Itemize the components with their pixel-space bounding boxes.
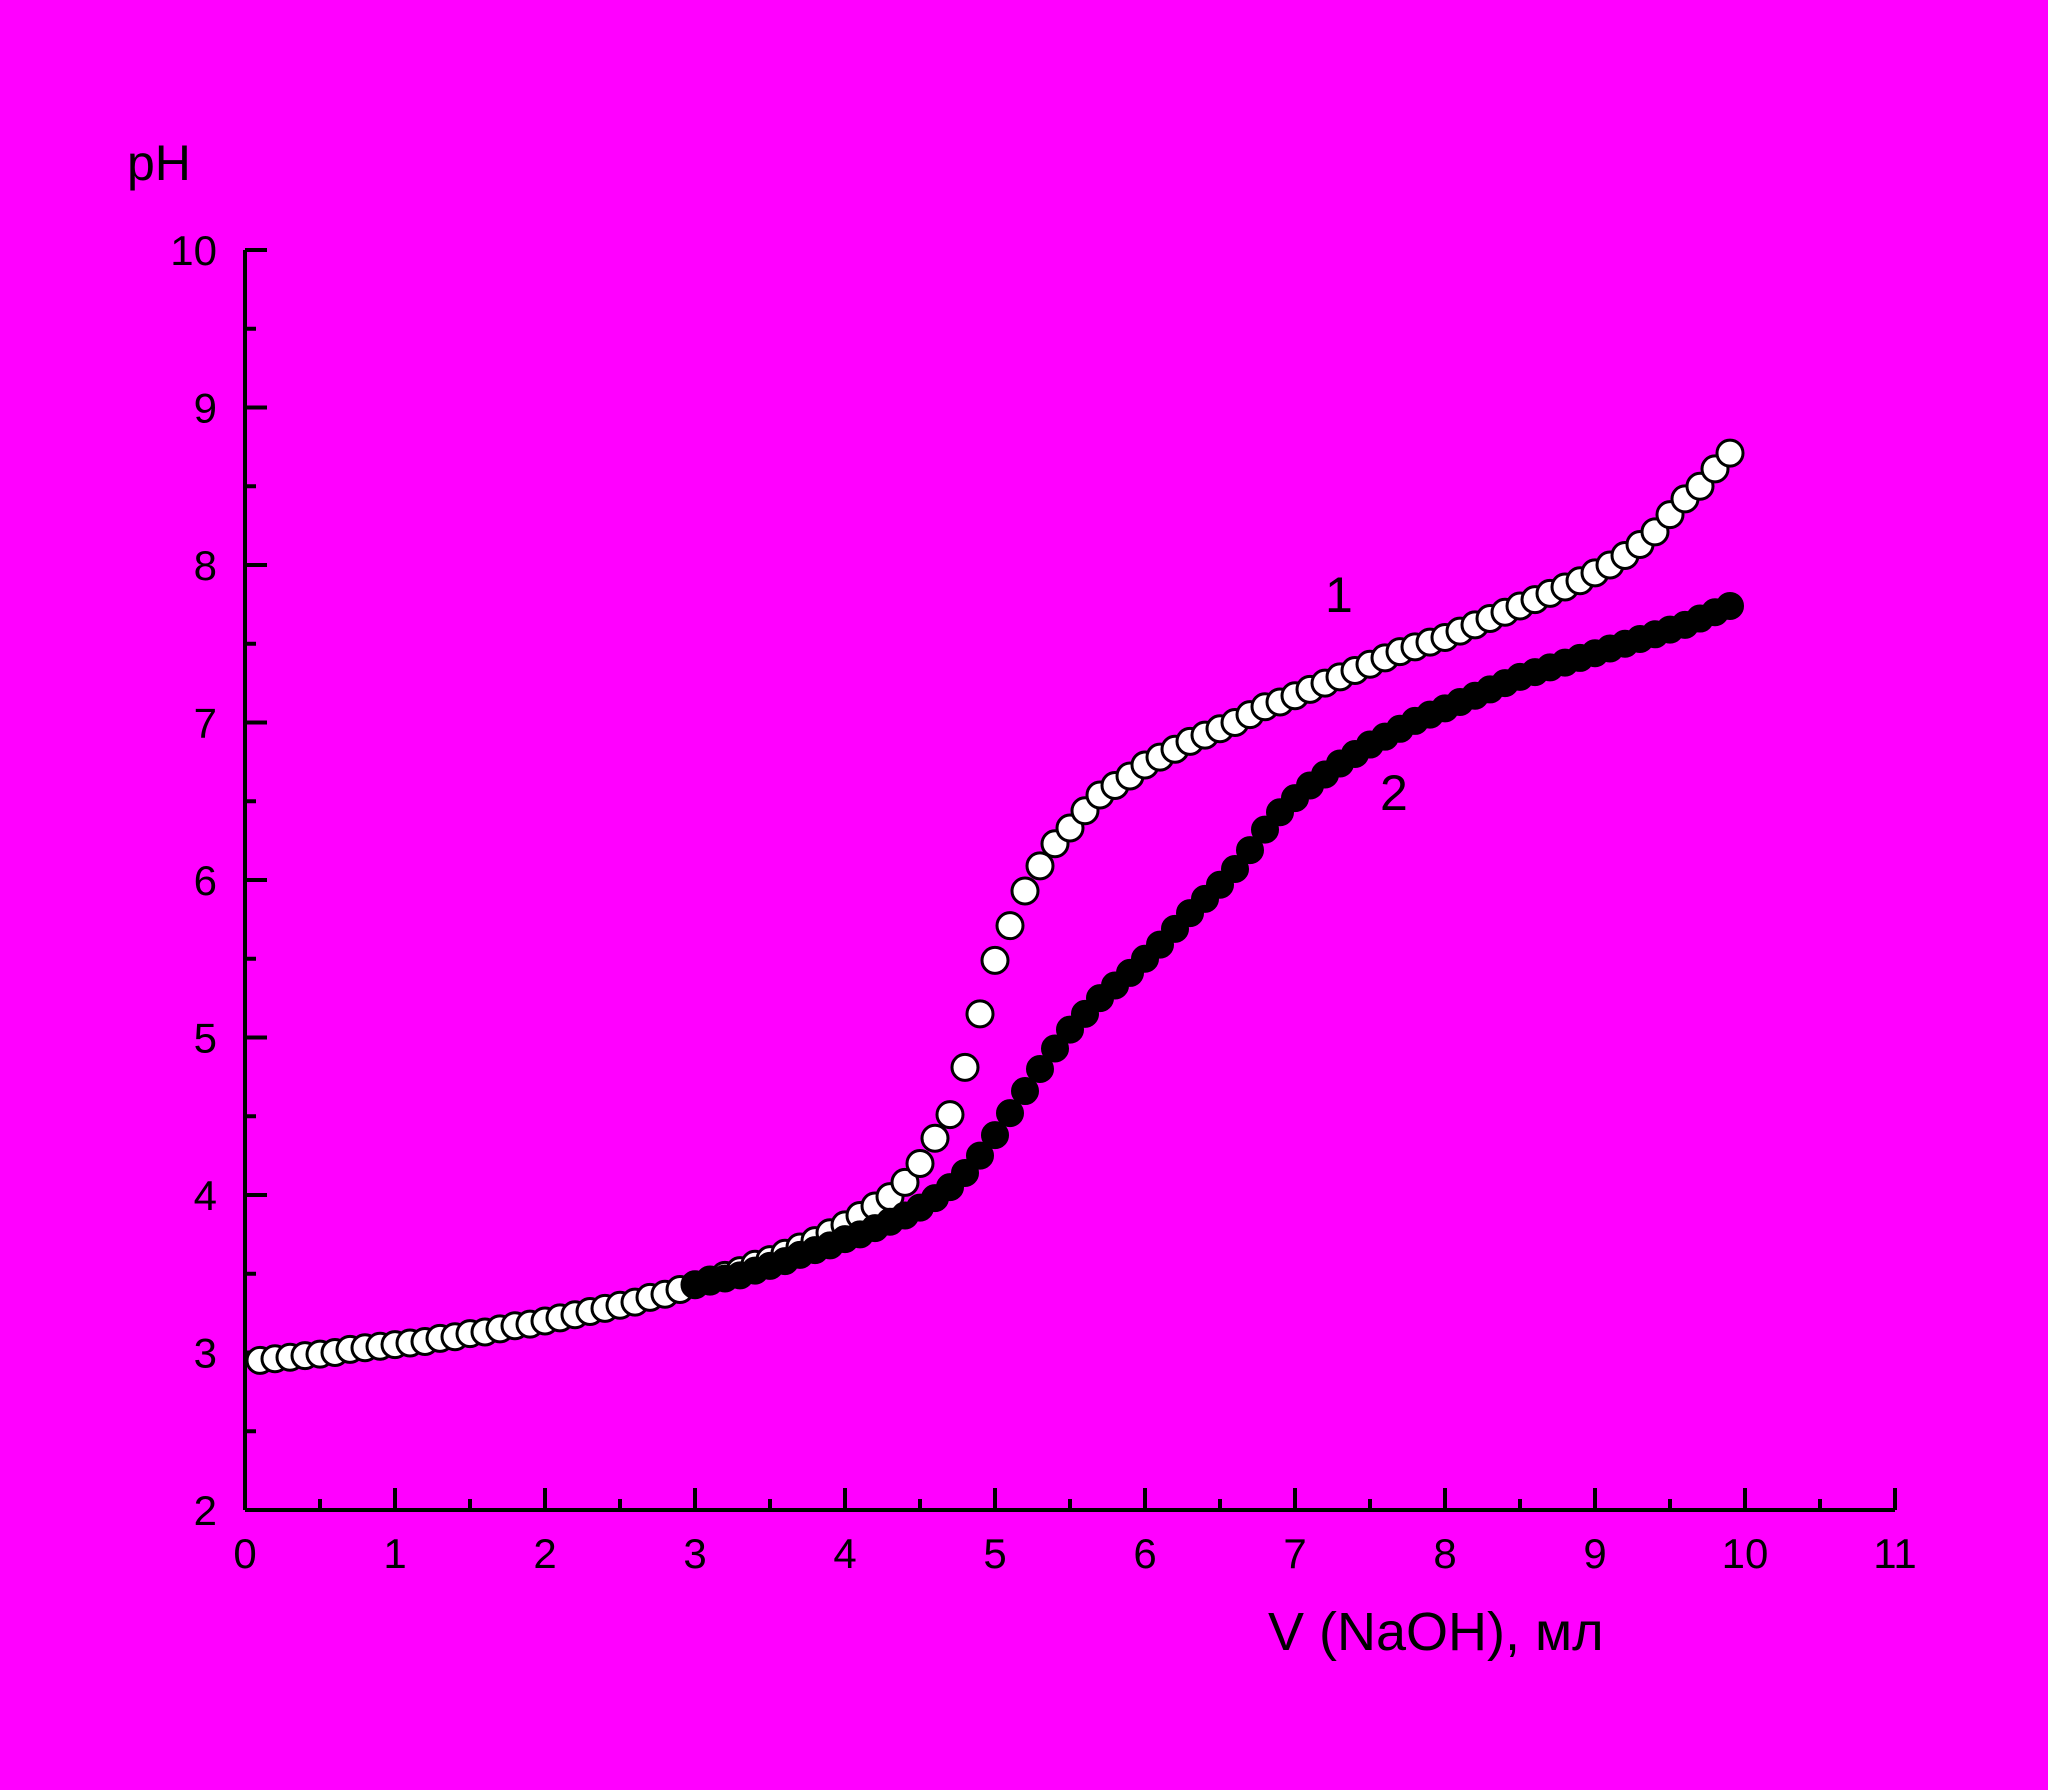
y-tick-label: 8: [194, 542, 217, 589]
x-tick-label: 5: [983, 1530, 1006, 1577]
series-2-point: [1026, 1055, 1054, 1083]
x-tick-label: 6: [1133, 1530, 1156, 1577]
series-2-point: [1221, 854, 1249, 883]
series-2-point: [981, 1121, 1009, 1150]
series-2-label: 2: [1380, 765, 1408, 821]
x-tick-label: 1: [383, 1530, 406, 1577]
series-1-point: [1715, 438, 1745, 468]
series-2-point: [1716, 591, 1744, 620]
x-tick-label: 0: [233, 1530, 256, 1577]
series-1-point: [905, 1149, 935, 1178]
x-tick-label: 11: [1873, 1530, 1917, 1577]
series-1-point: [890, 1167, 920, 1197]
y-tick-label: 7: [194, 700, 217, 747]
y-tick-label: 5: [194, 1015, 217, 1062]
series-2-point: [1011, 1077, 1039, 1106]
series-1-point: [920, 1123, 950, 1153]
series-1-point: [1010, 876, 1040, 906]
series-1-point: [980, 945, 1010, 975]
y-tick-label: 4: [194, 1172, 217, 1219]
series-2-point: [1236, 836, 1264, 865]
x-tick-label: 9: [1583, 1530, 1606, 1577]
series-1-point: [1025, 851, 1055, 881]
series-2-point: [1041, 1034, 1069, 1063]
series-1-point: [965, 999, 995, 1029]
x-tick-label: 7: [1283, 1530, 1306, 1577]
series-2-points: [681, 591, 1744, 1299]
y-tick-label: 2: [194, 1487, 217, 1534]
x-ticks: [243, 1488, 1897, 1510]
series-1-point: [995, 911, 1025, 941]
series-1-point: [935, 1100, 965, 1130]
series-2-point: [996, 1099, 1024, 1128]
y-tick-label: 9: [194, 385, 217, 432]
x-tick-labels: 0 1 2 3 4 5 6 7 8 9 10 11: [233, 1530, 1916, 1577]
x-tick-label: 4: [833, 1530, 856, 1577]
y-tick-label: 10: [170, 227, 217, 274]
x-tick-label: 8: [1433, 1530, 1456, 1577]
series-2-point: [966, 1141, 994, 1170]
x-tick-label: 10: [1722, 1530, 1769, 1577]
x-tick-label: 3: [683, 1530, 706, 1577]
x-axis-label: V (NaOH), мл: [1268, 1602, 1604, 1662]
y-tick-label: 3: [194, 1330, 217, 1377]
series-1-point: [950, 1052, 980, 1082]
y-axis-label: pH: [127, 135, 191, 191]
x-tick-label: 2: [533, 1530, 556, 1577]
y-tick-labels: 2 3 4 5 6 7 8 9 10: [170, 227, 217, 1534]
series-1-label: 1: [1325, 567, 1353, 623]
y-tick-label: 6: [194, 857, 217, 904]
